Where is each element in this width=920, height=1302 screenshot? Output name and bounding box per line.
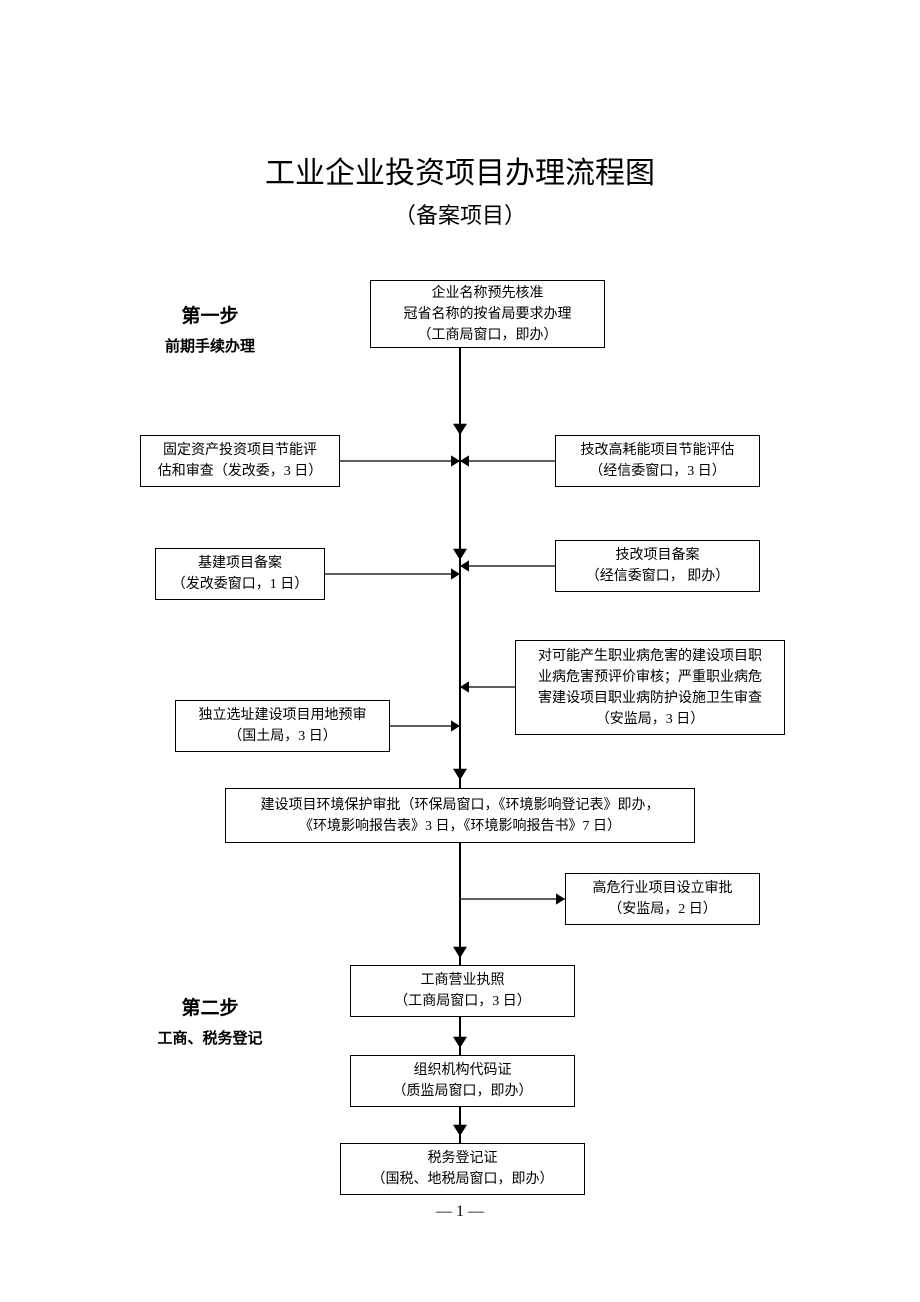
step1-sub: 前期手续办理 [130, 334, 290, 361]
step1-label: 第一步 前期手续办理 [130, 300, 290, 361]
doc-title: 工业企业投资项目办理流程图 [0, 148, 920, 192]
node-n8: 组织机构代码证（质监局窗口，即办） [350, 1055, 575, 1107]
node-n2l: 固定资产投资项目节能评估和审查（发改委，3 日） [140, 435, 340, 487]
page-number: — 1 — [0, 1203, 920, 1221]
step2-sub: 工商、税务登记 [130, 1026, 290, 1053]
step1-main: 第一步 [130, 300, 290, 334]
node-n5: 建设项目环境保护审批（环保局窗口，《环境影响登记表》即办，《环境影响报告表》3 … [225, 788, 695, 843]
node-n4r: 对可能产生职业病危害的建设项目职业病危害预评价审核；严重职业病危害建设项目职业病… [515, 640, 785, 735]
doc-subtitle: （备案项目） [0, 198, 920, 230]
node-n7: 工商营业执照（工商局窗口，3 日） [350, 965, 575, 1017]
node-n6r: 高危行业项目设立审批（安监局，2 日） [565, 873, 760, 925]
node-n9: 税务登记证（国税、地税局窗口，即办） [340, 1143, 585, 1195]
node-n3r: 技改项目备案（经信委窗口， 即办） [555, 540, 760, 592]
node-n1: 企业名称预先核准冠省名称的按省局要求办理（工商局窗口，即办） [370, 280, 605, 348]
step2-main: 第二步 [130, 992, 290, 1026]
step2-label: 第二步 工商、税务登记 [130, 992, 290, 1053]
node-n2r: 技改高耗能项目节能评估（经信委窗口，3 日） [555, 435, 760, 487]
node-n4l: 独立选址建设项目用地预审（国土局，3 日） [175, 700, 390, 752]
node-n3l: 基建项目备案（发改委窗口，1 日） [155, 548, 325, 600]
